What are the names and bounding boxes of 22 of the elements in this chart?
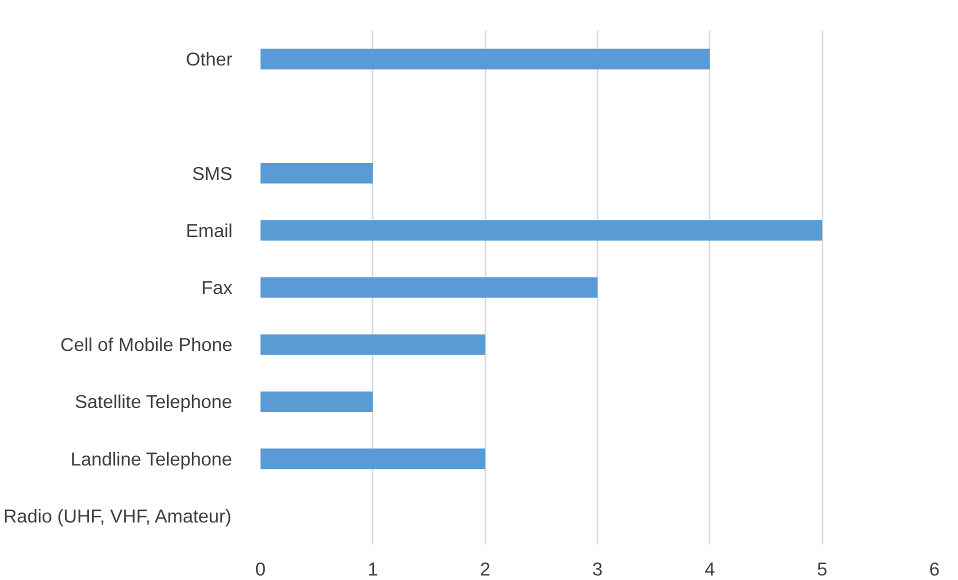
bar	[260, 277, 598, 298]
x-tick-label: 5	[816, 558, 828, 580]
y-tick-label: Radio (UHF, VHF, Amateur)	[3, 505, 232, 526]
x-tick-label: 3	[592, 558, 603, 580]
y-tick-label: SMS	[192, 162, 233, 184]
y-tick-label: Landline Telephone	[70, 448, 232, 470]
bar	[260, 391, 373, 412]
y-tick-label: Other	[186, 48, 233, 70]
x-tick-label: 1	[368, 558, 378, 580]
x-tick-label: 0	[255, 558, 266, 580]
x-tick-label: 6	[929, 558, 940, 580]
bar	[260, 220, 822, 241]
x-tick-label: 4	[704, 558, 716, 580]
bar	[260, 334, 486, 355]
bar	[260, 163, 373, 184]
x-tick-label: 2	[480, 558, 490, 580]
y-tick-label: Email	[186, 220, 233, 241]
y-tick-label: Cell of Mobile Phone	[60, 334, 233, 356]
bar	[260, 48, 710, 70]
y-tick-label: Fax	[201, 277, 234, 298]
bar	[260, 448, 486, 470]
y-tick-label: Satellite Telephone	[74, 391, 232, 412]
